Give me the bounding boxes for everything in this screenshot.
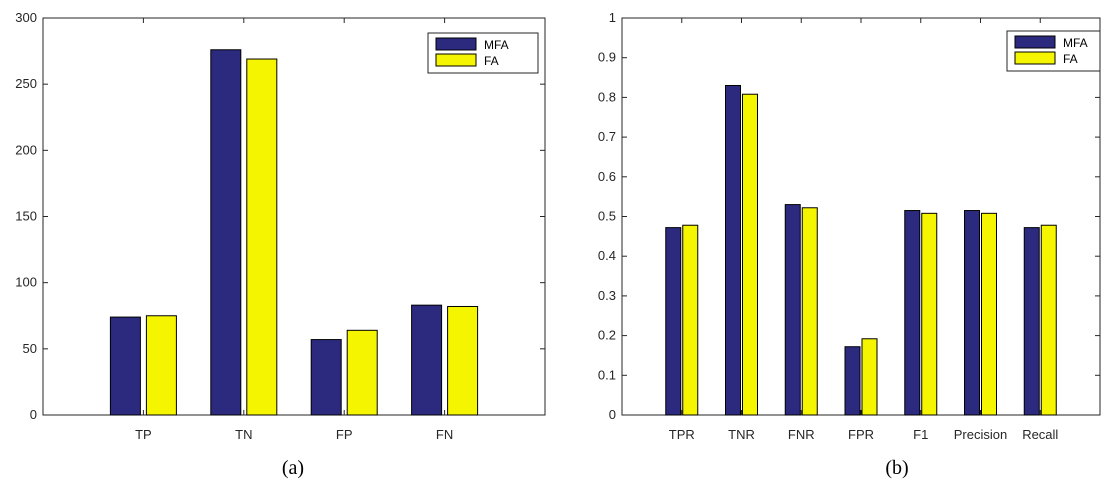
bar-fa-tpr: [682, 224, 699, 416]
bar-fa-tnr: [742, 93, 758, 416]
plot-frame: [621, 17, 1101, 416]
bar-fa-fpr: [861, 338, 878, 416]
chart-caption: (a): [282, 457, 304, 479]
bar-fa-precision: [981, 212, 997, 416]
x-tick-label-fpr: FPR: [848, 427, 874, 442]
bar-fa-fn: [447, 305, 479, 416]
x-tick-label-precision: Precision: [954, 427, 1007, 442]
bar-mfa-fpr: [844, 346, 861, 416]
y-tick-label: 100: [15, 275, 37, 290]
legend: MFA FA: [427, 32, 539, 74]
legend: MFA FA: [1006, 30, 1101, 72]
y-tick-label: 0.8: [598, 89, 616, 104]
chart-b: 0 0.1 0.2 0.3 0.4 0.5 0.6 0.7 0.8 0.9 1 TPR TNR FNR FP…: [598, 10, 1101, 479]
bar-fa-f1: [921, 212, 938, 416]
x-tick-label-fnr: FNR: [788, 427, 815, 442]
x-tick-label-tp: TP: [135, 427, 152, 442]
bar-mfa-fnr: [784, 204, 801, 416]
y-tick-label: 200: [15, 142, 37, 157]
bar-fa-recall: [1040, 224, 1057, 416]
y-tick-label: 50: [23, 341, 37, 356]
bar-mfa-tn: [210, 49, 242, 416]
legend-label-mfa: MFA: [1063, 36, 1088, 50]
bar-mfa-fp: [310, 339, 342, 416]
y-tick-label: 0.2: [598, 328, 616, 343]
bar-fa-tp: [145, 315, 177, 416]
legend-label-mfa: MFA: [484, 38, 509, 52]
y-tick-label: 150: [15, 209, 37, 224]
y-tick-label: 1: [609, 10, 616, 25]
bar-mfa-tp: [109, 316, 141, 416]
y-tick-label: 250: [15, 76, 37, 91]
bar-fa-fnr: [801, 207, 818, 416]
legend-swatch-mfa: [435, 37, 477, 51]
y-tick-label: 0.5: [598, 209, 616, 224]
x-tick-label-tpr: TPR: [669, 427, 695, 442]
bar-fa-tn: [246, 58, 278, 416]
y-tick-label: 0.4: [598, 248, 616, 263]
y-tick-label: 0.6: [598, 169, 616, 184]
bar-mfa-tpr: [665, 227, 682, 416]
bar-mfa-precision: [964, 210, 980, 416]
y-tick-label: 0.9: [598, 50, 616, 65]
x-tick-label-recall: Recall: [1022, 427, 1058, 442]
y-tick-label: 0.3: [598, 288, 616, 303]
legend-label-fa: FA: [1063, 52, 1078, 66]
x-tick-label-tnr: TNR: [728, 427, 755, 442]
x-tick-label-fn: FN: [436, 427, 453, 442]
chart-a: 0 50 100 150 200 250 300 TP TN FP FN MFA FA (a): [15, 10, 546, 479]
y-tick-label: 0.7: [598, 129, 616, 144]
x-tick-label-fp: FP: [336, 427, 353, 442]
bar-mfa-recall: [1023, 227, 1040, 416]
y-tick-label: 0: [30, 407, 37, 422]
y-tick-label: 0: [609, 407, 616, 422]
bar-mfa-fn: [411, 304, 443, 416]
bar-mfa-tnr: [725, 84, 741, 416]
bar-fa-fp: [346, 329, 378, 416]
x-tick-label-f1: F1: [913, 427, 928, 442]
legend-swatch-fa: [1014, 51, 1056, 65]
legend-label-fa: FA: [484, 54, 499, 68]
y-tick-label: 0.1: [598, 367, 616, 382]
chart-caption: (b): [885, 457, 908, 479]
legend-swatch-mfa: [1014, 35, 1056, 49]
bar-mfa-f1: [904, 210, 921, 416]
legend-swatch-fa: [435, 53, 477, 67]
x-tick-label-tn: TN: [235, 427, 252, 442]
y-tick-label: 300: [15, 10, 37, 25]
